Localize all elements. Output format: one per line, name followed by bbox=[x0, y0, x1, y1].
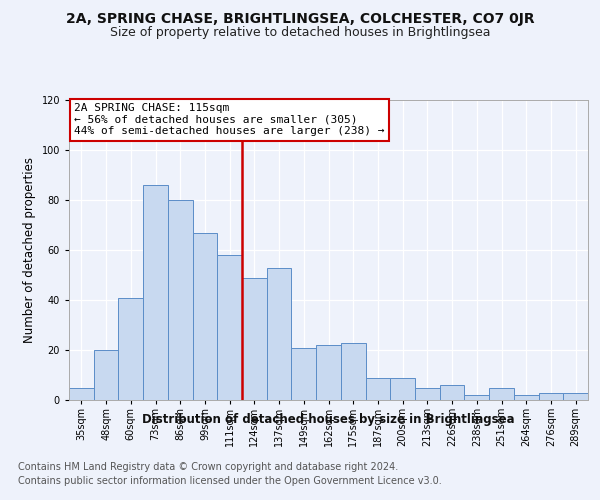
Bar bbox=[390, 378, 415, 400]
Bar bbox=[464, 395, 489, 400]
Bar bbox=[489, 388, 514, 400]
Bar bbox=[143, 185, 168, 400]
Bar bbox=[563, 392, 588, 400]
Bar bbox=[415, 388, 440, 400]
Bar bbox=[69, 388, 94, 400]
Bar bbox=[292, 348, 316, 400]
Bar bbox=[168, 200, 193, 400]
Text: 2A SPRING CHASE: 115sqm
← 56% of detached houses are smaller (305)
44% of semi-d: 2A SPRING CHASE: 115sqm ← 56% of detache… bbox=[74, 103, 385, 136]
Text: Distribution of detached houses by size in Brightlingsea: Distribution of detached houses by size … bbox=[142, 412, 515, 426]
Bar bbox=[365, 378, 390, 400]
Bar bbox=[341, 342, 365, 400]
Bar bbox=[514, 395, 539, 400]
Bar bbox=[193, 232, 217, 400]
Bar bbox=[316, 345, 341, 400]
Y-axis label: Number of detached properties: Number of detached properties bbox=[23, 157, 36, 343]
Bar bbox=[94, 350, 118, 400]
Bar bbox=[118, 298, 143, 400]
Bar bbox=[539, 392, 563, 400]
Text: Contains public sector information licensed under the Open Government Licence v3: Contains public sector information licen… bbox=[18, 476, 442, 486]
Text: Contains HM Land Registry data © Crown copyright and database right 2024.: Contains HM Land Registry data © Crown c… bbox=[18, 462, 398, 472]
Text: 2A, SPRING CHASE, BRIGHTLINGSEA, COLCHESTER, CO7 0JR: 2A, SPRING CHASE, BRIGHTLINGSEA, COLCHES… bbox=[65, 12, 535, 26]
Bar bbox=[217, 255, 242, 400]
Bar bbox=[242, 278, 267, 400]
Text: Size of property relative to detached houses in Brightlingsea: Size of property relative to detached ho… bbox=[110, 26, 490, 39]
Bar bbox=[267, 268, 292, 400]
Bar bbox=[440, 385, 464, 400]
